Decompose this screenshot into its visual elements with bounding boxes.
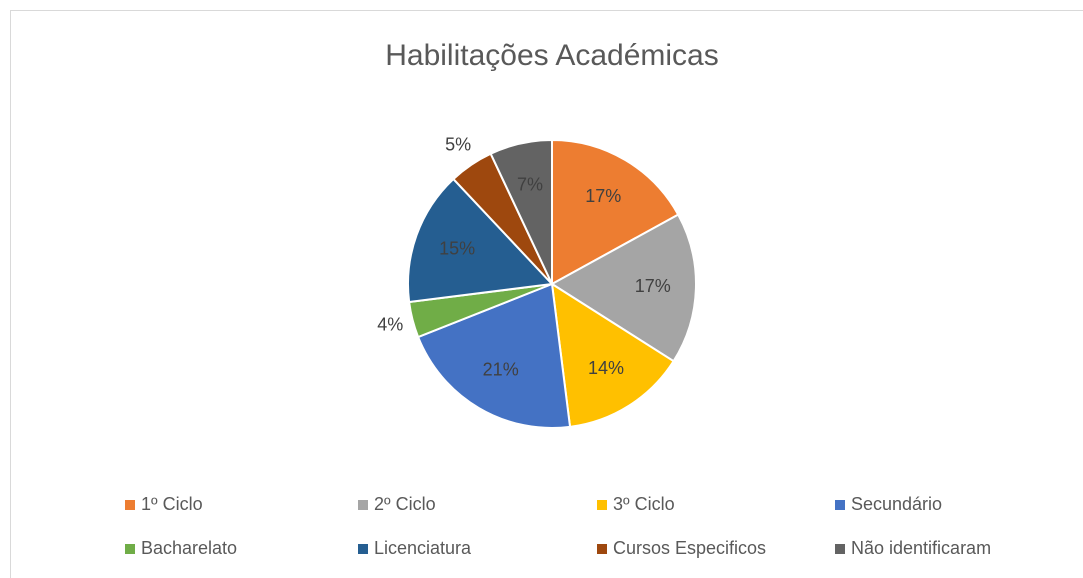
legend-label: Bacharelato [141, 538, 237, 558]
chart-title: Habilitações Académicas [385, 39, 719, 72]
legend-label: Secundário [851, 494, 942, 514]
data-label: 4% [377, 314, 403, 334]
data-label: 7% [517, 174, 543, 194]
pie-slice [551, 138, 680, 286]
legend-label: Cursos Especificos [613, 538, 766, 558]
data-label: 21% [483, 360, 519, 380]
pie-slice [550, 282, 675, 428]
legend-swatch [597, 544, 607, 554]
legend-swatch [358, 500, 368, 510]
legend-label: 3º Ciclo [613, 494, 675, 514]
data-label: 14% [588, 358, 624, 378]
data-label: 17% [585, 186, 621, 206]
data-label: 17% [635, 276, 671, 296]
legend-label: Não identificaram [851, 538, 991, 558]
pie-slice [489, 138, 553, 285]
legend-label: 2º Ciclo [374, 494, 436, 514]
legend-swatch [125, 544, 135, 554]
legend-swatch [597, 500, 607, 510]
pie-slice [416, 282, 572, 429]
legend-swatch [835, 544, 845, 554]
data-label: 5% [445, 135, 471, 155]
data-label: 15% [439, 239, 475, 259]
legend-swatch [358, 544, 368, 554]
legend-label: Licenciatura [374, 538, 472, 558]
pie-slice [407, 177, 555, 304]
legend-label: 1º Ciclo [141, 494, 203, 514]
legend-swatch [125, 500, 135, 510]
pie-slice [550, 213, 697, 363]
legend-swatch [835, 500, 845, 510]
